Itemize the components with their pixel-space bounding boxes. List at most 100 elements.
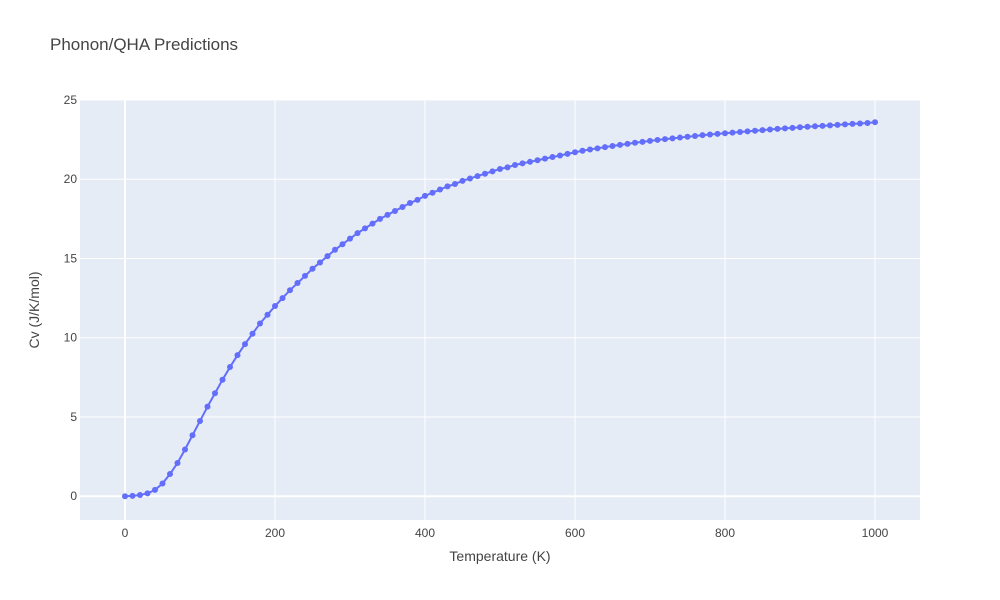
data-point — [347, 235, 353, 242]
data-point — [219, 376, 226, 383]
data-point — [452, 181, 458, 187]
data-point — [782, 125, 788, 132]
x-tick-label: 0 — [122, 526, 129, 540]
gridlines — [80, 99, 920, 520]
data-point — [827, 122, 833, 129]
data-point — [504, 164, 511, 171]
data-point — [362, 225, 368, 232]
data-point — [849, 120, 856, 127]
data-point — [729, 129, 736, 136]
data-point — [444, 183, 451, 190]
data-point — [182, 446, 188, 453]
data-point — [369, 220, 376, 227]
x-tick-label: 800 — [715, 526, 735, 540]
data-point — [564, 150, 571, 157]
data-point — [272, 303, 278, 310]
data-point — [722, 130, 728, 137]
data-point — [264, 311, 271, 318]
y-tick-label: 20 — [64, 172, 78, 186]
data-point — [699, 132, 706, 139]
data-point — [354, 230, 361, 237]
data-point — [437, 186, 443, 193]
data-point — [557, 152, 563, 159]
data-point — [587, 146, 593, 153]
data-point — [714, 130, 721, 137]
data-point — [129, 492, 136, 499]
y-tick-label: 0 — [70, 489, 77, 503]
data-point — [212, 390, 218, 397]
data-point — [639, 138, 646, 145]
data-point — [812, 123, 818, 130]
data-series — [122, 119, 878, 500]
data-point — [549, 154, 556, 161]
data-point — [617, 141, 623, 148]
data-point — [534, 157, 541, 164]
x-axis-title: Temperature (K) — [449, 548, 550, 564]
data-point — [339, 241, 346, 248]
data-point — [384, 211, 391, 218]
chart-title: Phonon/QHA Predictions — [50, 35, 238, 54]
data-point — [482, 170, 488, 177]
data-point — [407, 200, 413, 207]
data-point — [167, 471, 173, 478]
data-point — [422, 192, 428, 199]
y-tick-label: 10 — [64, 331, 78, 345]
data-point — [189, 432, 196, 439]
data-point — [399, 203, 406, 210]
x-tick-label: 200 — [265, 526, 285, 540]
data-point — [234, 352, 241, 359]
data-point — [519, 160, 526, 167]
data-point — [197, 417, 203, 424]
data-point — [497, 165, 503, 172]
x-tick-label: 400 — [415, 526, 435, 540]
x-tick-label: 600 — [565, 526, 585, 540]
data-point — [797, 124, 803, 131]
data-point — [249, 330, 256, 337]
tick-labels: 0 200 400 600 800 1000 0 5 10 15 20 25 — [64, 93, 889, 540]
data-point — [392, 207, 398, 214]
data-point — [257, 320, 263, 327]
data-point — [842, 121, 848, 128]
data-point — [287, 287, 293, 294]
data-point — [474, 173, 481, 180]
data-point — [624, 140, 631, 147]
data-point — [872, 119, 878, 126]
data-point — [767, 126, 773, 133]
data-point — [279, 295, 286, 302]
data-point — [204, 403, 211, 410]
data-point — [332, 246, 338, 253]
y-tick-label: 5 — [70, 410, 77, 424]
data-point — [302, 272, 308, 279]
data-point — [467, 175, 473, 182]
data-point — [159, 480, 166, 487]
data-point — [309, 265, 316, 272]
plot-area — [80, 100, 920, 520]
data-point — [174, 459, 181, 466]
x-tick-label: 1000 — [862, 526, 889, 540]
data-point — [377, 215, 383, 222]
data-point — [819, 122, 826, 129]
data-point — [669, 135, 676, 142]
data-point — [242, 341, 248, 348]
data-point — [864, 119, 871, 126]
data-point — [789, 124, 796, 131]
data-point — [752, 127, 758, 134]
data-point — [324, 253, 331, 260]
data-point — [662, 136, 668, 143]
data-point — [489, 168, 496, 175]
data-point — [579, 147, 586, 154]
data-point — [692, 132, 698, 139]
data-point — [542, 155, 548, 162]
data-point — [137, 491, 143, 498]
data-point — [512, 161, 518, 168]
data-point — [737, 129, 743, 136]
data-point — [594, 145, 601, 152]
data-point — [572, 149, 578, 156]
data-point — [677, 134, 683, 141]
data-point — [294, 280, 301, 287]
data-point — [122, 493, 128, 500]
data-point — [429, 189, 436, 196]
data-point — [857, 120, 863, 127]
